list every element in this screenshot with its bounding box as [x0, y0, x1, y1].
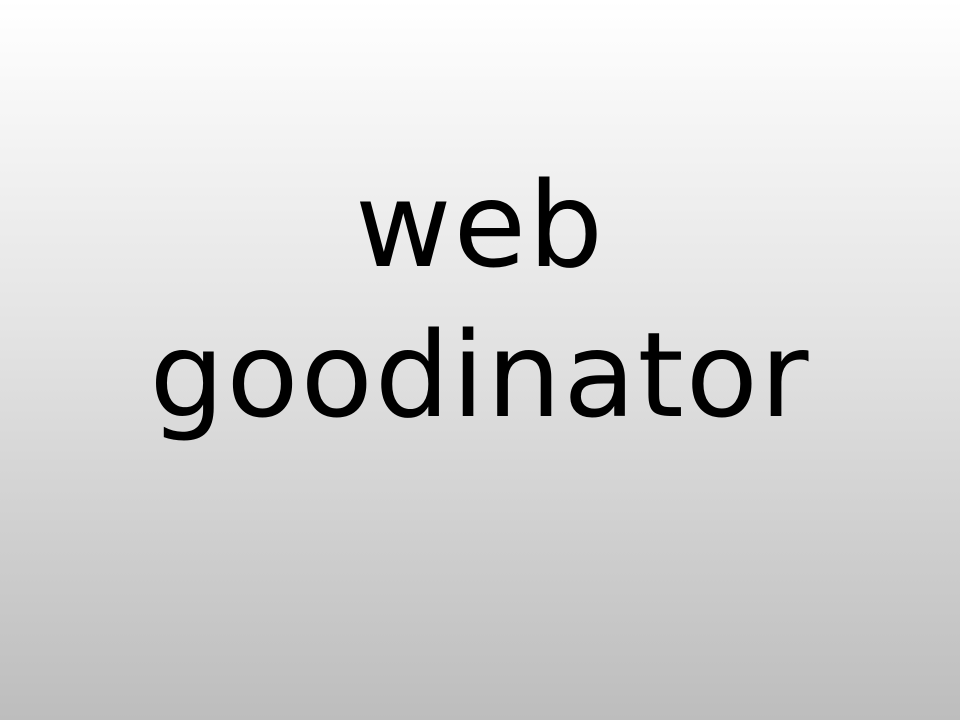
title-line-2: goodinator: [149, 306, 811, 444]
slide-title: web goodinator: [0, 150, 960, 450]
title-line-1: web: [354, 156, 605, 294]
